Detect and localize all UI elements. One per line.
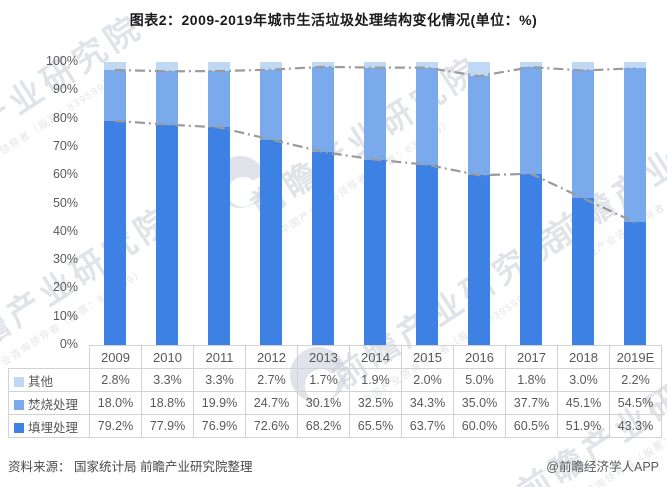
bar-segment-填埋处理-2015 <box>416 164 438 345</box>
y-tick-label: 30% <box>52 252 78 267</box>
bar-segment-其他-2013 <box>312 62 334 67</box>
y-tick-label: 20% <box>52 280 78 295</box>
y-tick-label: 90% <box>52 82 78 97</box>
bar-segment-焚烧处理-2014 <box>364 67 386 160</box>
value-cell-焚烧处理-2012: 24.7% <box>245 391 298 415</box>
bar-segment-填埋处理-2019E <box>624 222 646 345</box>
bar-segment-其他-2015 <box>416 62 438 68</box>
bar-segment-其他-2016 <box>468 62 490 77</box>
value-cell-填埋处理-2012: 72.6% <box>245 414 298 438</box>
legend-swatch-icon <box>14 399 24 410</box>
year-header-2011: 2011 <box>193 345 246 369</box>
bar-segment-填埋处理-2010 <box>156 124 178 345</box>
year-header-2009: 2009 <box>89 345 142 369</box>
y-tick-label: 10% <box>52 308 78 323</box>
bar-segment-其他-2010 <box>156 62 178 72</box>
value-cell-其他-2018: 3.0% <box>557 368 610 392</box>
y-tick-label: 40% <box>52 223 78 238</box>
trend-line-填埋处理占比走势 <box>114 119 636 224</box>
value-cell-填埋处理-2011: 76.9% <box>193 414 246 438</box>
bar-segment-填埋处理-2009 <box>104 120 126 345</box>
bar-segment-其他-2017 <box>520 62 542 68</box>
bar-segment-焚烧处理-2018 <box>572 70 594 199</box>
value-cell-填埋处理-2010: 77.9% <box>141 414 194 438</box>
value-cell-填埋处理-2017: 60.5% <box>505 414 558 438</box>
value-cell-填埋处理-2014: 65.5% <box>349 414 402 438</box>
year-header-2010: 2010 <box>141 345 194 369</box>
source-note: 资料来源： 国家统计局 前瞻产业研究院整理 <box>8 460 253 474</box>
y-tick-label: 70% <box>52 138 78 153</box>
y-tick-label: 60% <box>52 167 78 182</box>
bar-segment-焚烧处理-2016 <box>468 76 490 176</box>
year-header-2014: 2014 <box>349 345 402 369</box>
bar-segment-焚烧处理-2015 <box>416 67 438 165</box>
bar-segment-其他-2009 <box>104 62 126 70</box>
table-row-填埋处理: 填埋处理 79.2% 77.9% 76.9% 72.6% 68.2% 65.5% 63.7% 6… <box>8 414 662 438</box>
bar-segment-填埋处理-2017 <box>520 173 542 345</box>
bar-segment-其他-2019E <box>624 62 646 69</box>
data-table: 2009 2010 2011 2012 2013 2014 2015 2016 2017 2018… <box>8 345 662 438</box>
y-tick-label: 100% <box>46 54 78 68</box>
year-header-2012: 2012 <box>245 345 298 369</box>
bar-segment-焚烧处理-2009 <box>104 69 126 121</box>
y-tick-label: 50% <box>52 195 78 210</box>
value-cell-填埋处理-2016: 60.0% <box>453 414 506 438</box>
bar-segment-焚烧处理-2013 <box>312 66 334 152</box>
credit-badge: @前瞻经济学人APP <box>546 460 659 474</box>
value-cell-焚烧处理-2017: 37.7% <box>505 391 558 415</box>
value-cell-填埋处理-2013: 68.2% <box>297 414 350 438</box>
year-header-2015: 2015 <box>401 345 454 369</box>
bar-segment-其他-2011 <box>208 61 230 72</box>
bar-segment-其他-2018 <box>572 62 594 71</box>
trend-line-填埋加焚烧占比走势 <box>114 65 636 78</box>
legend-swatch-icon <box>14 376 24 387</box>
year-header-2019E: 2019E <box>609 345 662 369</box>
chart-title: 图表2：2009-2019年城市生活垃圾处理结构变化情况(单位：%) <box>129 12 538 28</box>
value-cell-填埋处理-2015: 63.7% <box>401 414 454 438</box>
bar-segment-焚烧处理-2019E <box>624 68 646 223</box>
bar-segment-其他-2014 <box>364 62 386 68</box>
bar-segment-填埋处理-2013 <box>312 151 334 345</box>
bar-segment-填埋处理-2018 <box>572 198 594 345</box>
y-tick-label: 80% <box>52 110 78 125</box>
bar-segment-其他-2012 <box>260 62 282 70</box>
bar-segment-填埋处理-2016 <box>468 175 490 345</box>
bar-segment-焚烧处理-2017 <box>520 67 542 174</box>
bar-segment-焚烧处理-2012 <box>260 69 282 140</box>
legend-swatch-icon <box>14 422 24 433</box>
value-cell-焚烧处理-2016: 35.0% <box>453 391 506 415</box>
bar-segment-焚烧处理-2010 <box>156 71 178 125</box>
value-cell-填埋处理-2009: 79.2% <box>89 414 142 438</box>
value-cell-其他-2011: 3.3% <box>193 368 246 392</box>
value-cell-填埋处理-2019E: 43.3% <box>609 414 662 438</box>
value-cell-焚烧处理-2011: 19.9% <box>193 391 246 415</box>
bar-segment-焚烧处理-2011 <box>208 71 230 128</box>
bar-segment-填埋处理-2014 <box>364 159 386 345</box>
legend-label-填埋处理: 填埋处理 <box>8 414 90 438</box>
value-cell-其他-2019E: 2.2% <box>609 368 662 392</box>
